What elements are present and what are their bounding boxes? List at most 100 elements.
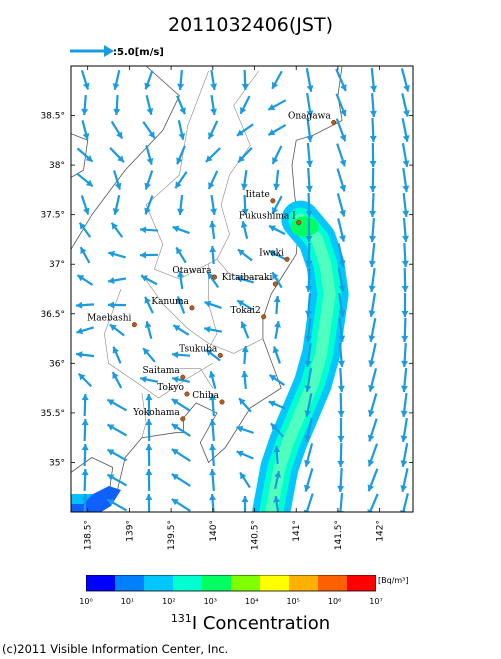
wind-arrow-head	[273, 496, 281, 503]
colorbar	[86, 575, 376, 592]
city-label: Onagawa	[288, 111, 331, 121]
x-tick-label: 140.5°	[251, 520, 261, 550]
wind-arrow-head	[236, 129, 244, 136]
wind-arrow-head	[402, 110, 410, 117]
plume-inner-band	[265, 213, 336, 512]
wind-arrow-head	[272, 81, 279, 89]
wind-arrow-head	[176, 157, 183, 165]
wind-arrow-head	[240, 221, 248, 228]
prefecture-border	[179, 368, 214, 389]
wind-arrow-head	[236, 450, 244, 458]
wind-arrow-head	[175, 181, 182, 189]
wind-arrow-head	[239, 398, 246, 406]
wind-arrow-head	[111, 222, 119, 230]
wind-arrow-head	[81, 444, 89, 451]
colorbar-tick-label: 10⁰	[79, 597, 93, 606]
wind-arrow-head	[238, 155, 245, 163]
wind-arrow-head	[113, 108, 121, 115]
x-tick-label: 140°	[209, 520, 219, 542]
wind-arrow-head	[209, 221, 217, 228]
wind-vector-field	[75, 67, 410, 512]
wind-arrow-head	[207, 272, 215, 280]
wind-arrow-head	[107, 424, 115, 431]
wind-arrow-head	[81, 494, 89, 501]
wind-arrow-head	[81, 419, 89, 426]
wind-arrow-head	[305, 210, 313, 217]
colorbar-tick-label: 10⁴	[245, 597, 259, 606]
wind-arrow-head	[146, 157, 154, 165]
wind-arrow-head	[339, 184, 347, 192]
wind-arrow	[368, 493, 379, 512]
wind-arrow-head	[81, 108, 89, 115]
wind-arrow-head	[112, 83, 120, 90]
wind-arrow-head	[148, 131, 155, 139]
wind-arrow-head	[338, 360, 346, 367]
colorbar-cell	[144, 575, 174, 591]
city-marker	[261, 314, 267, 320]
wind-arrow-head	[369, 210, 377, 217]
wind-arrow-head	[79, 222, 87, 230]
wind-arrow-head	[305, 285, 313, 292]
wind-arrow-head	[304, 410, 312, 417]
city-marker	[296, 220, 302, 226]
wind-arrow	[305, 493, 314, 512]
x-tick-label: 141.5°	[334, 520, 344, 550]
wind-arrow-head	[116, 131, 123, 139]
wind-arrow-head	[236, 275, 244, 283]
colorbar-title: 131I Concentration	[0, 612, 501, 634]
wind-arrow-head	[112, 208, 120, 215]
wind-arrow-head	[209, 469, 217, 476]
wind-arrow-head	[268, 103, 276, 110]
city-label: Tokai2	[231, 306, 261, 316]
wind-arrow-head	[241, 346, 249, 353]
city-marker	[180, 416, 186, 422]
city-label: Fukushima I	[239, 212, 296, 222]
city-marker	[189, 305, 195, 311]
wind-arrow-head	[304, 385, 312, 392]
wind-arrow-head	[209, 444, 217, 451]
wind-arrow-head	[177, 83, 185, 90]
wind-arrow-head	[403, 84, 410, 92]
colorbar-cell	[260, 575, 290, 591]
wind-arrow-head	[369, 135, 377, 142]
wind-arrow-head	[208, 132, 215, 140]
wind-arrow-head	[337, 385, 345, 392]
city-label: Tokyo	[157, 383, 184, 393]
wind-arrow-head	[145, 419, 153, 426]
city-marker	[184, 391, 190, 397]
wind-arrow-head	[400, 435, 408, 442]
wind-arrow-head	[210, 108, 218, 115]
prefecture-border	[141, 273, 264, 354]
colorbar-cell	[231, 575, 261, 591]
city-marker	[331, 119, 337, 126]
wind-arrow-head	[241, 496, 249, 503]
wind-arrow-head	[141, 275, 148, 282]
colorbar-cell	[347, 575, 376, 591]
prefecture-border	[104, 288, 213, 399]
wind-arrow-head	[171, 474, 179, 481]
sado-island	[71, 133, 89, 178]
city-marker	[272, 281, 278, 287]
wind-arrow-head	[145, 444, 153, 451]
wind-arrow-head	[304, 435, 312, 442]
wind-arrow-head	[304, 335, 312, 342]
wind-arrow-head	[368, 360, 376, 367]
wind-arrow-head	[367, 459, 375, 467]
wind-arrow-head	[236, 425, 244, 433]
x-tick-label: 138.5°	[84, 520, 94, 550]
y-tick-label: 35°	[49, 458, 65, 468]
colorbar-tick-label: 10⁶	[327, 597, 342, 606]
wind-arrow-head	[209, 394, 217, 401]
wind-arrow-head	[117, 155, 124, 163]
city-label: Iitate	[246, 190, 270, 200]
y-tick-label: 36.5°	[40, 310, 65, 320]
wind-arrow-head	[370, 85, 378, 92]
wind-arrow-head	[400, 385, 408, 392]
wind-arrow-head	[369, 160, 377, 167]
wind-arrow-head	[114, 182, 122, 190]
wind-arrow-head	[144, 321, 152, 329]
wind-arrow-head	[178, 133, 186, 140]
wind-arrow-head	[306, 135, 314, 142]
prefecture-border	[141, 393, 147, 438]
wind-arrow-head	[401, 360, 409, 367]
